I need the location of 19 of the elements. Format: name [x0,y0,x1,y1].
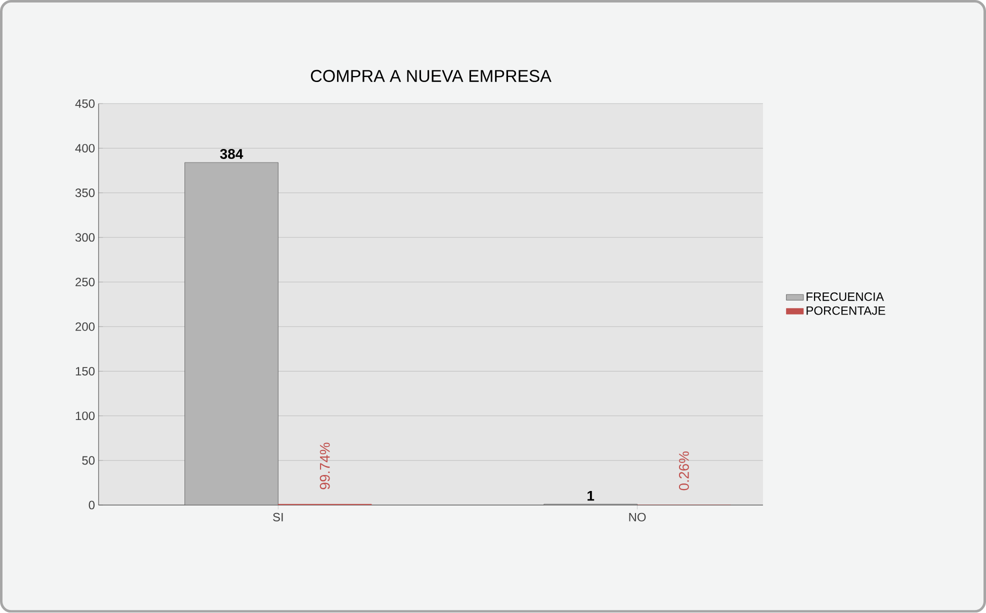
chart-title: COMPRA A NUEVA EMPRESA [310,70,552,82]
data-label: 384 [220,149,244,160]
data-label: 0.26% [678,452,689,490]
y-tick-label: 400 [75,144,95,153]
data-label: 1 [588,491,594,501]
y-tick-label: 350 [75,188,95,198]
y-tick-label: 200 [76,322,95,332]
x-tick-label: SI [273,513,283,522]
x-tick-label: NO [629,513,646,522]
y-tick-label: 50 [82,456,95,465]
y-tick-label: 300 [75,233,95,242]
y-tick-label: 100 [76,412,95,420]
data-label: 99.74% [320,442,330,490]
legend-label: PORCENTAJE [806,306,886,316]
legend-label: FRECUENCIA [806,292,884,302]
y-tick-label: 150 [76,367,95,376]
y-tick-label: 450 [75,100,95,108]
y-tick-label: 0 [88,500,95,510]
y-tick-label: 250 [76,278,95,286]
